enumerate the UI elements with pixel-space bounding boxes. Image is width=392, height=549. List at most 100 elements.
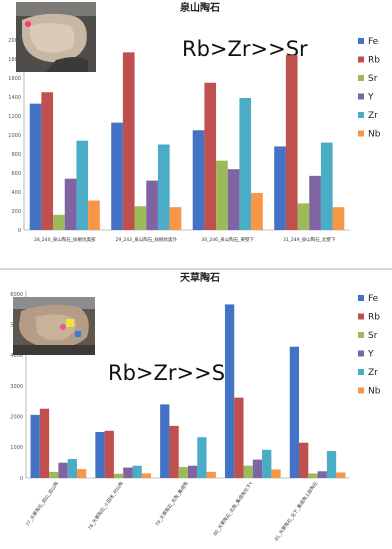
legend-swatch-fe xyxy=(358,38,364,44)
legend-label-rb: Rb xyxy=(368,56,380,66)
bar-rb-1 xyxy=(39,408,50,478)
bar-y-3 xyxy=(188,465,198,478)
bar-fe-3 xyxy=(192,130,205,230)
rock-sample-photo-bottom xyxy=(13,297,95,355)
bar-sr-4 xyxy=(243,465,253,478)
bar-y-3 xyxy=(227,169,240,230)
bar-zr-3 xyxy=(197,437,207,478)
bar-y-5 xyxy=(317,471,327,478)
legend-label-sr: Sr xyxy=(368,74,378,84)
y-tick-label: 6000 xyxy=(10,292,23,298)
bar-fe-5 xyxy=(289,346,300,478)
legend-label-nb: Nb xyxy=(368,387,381,397)
bar-rb-2 xyxy=(104,430,114,478)
bar-sr-4 xyxy=(297,203,310,230)
bar-zr-5 xyxy=(326,451,337,478)
bar-fe-1 xyxy=(30,414,40,478)
legend-swatch-nb xyxy=(358,130,364,137)
legend-swatch-y xyxy=(358,93,364,100)
x-category-label: 78_天草陶石_小田床_村山陶 xyxy=(86,480,125,532)
bar-nb-2 xyxy=(169,207,182,230)
y-tick-label: 4000 xyxy=(10,353,23,359)
bar-fe-2 xyxy=(95,432,105,478)
y-tick-label: 800 xyxy=(11,152,21,158)
bar-fe-1 xyxy=(29,103,42,230)
legend-swatch-nb xyxy=(358,387,364,394)
bar-rb-3 xyxy=(204,82,217,230)
bar-zr-3 xyxy=(239,97,252,230)
bar-y-4 xyxy=(252,459,263,478)
y-tick-label: 1800 xyxy=(8,57,21,63)
y-tick-label: 0 xyxy=(20,476,23,482)
bar-zr-2 xyxy=(132,465,142,478)
legend-label-zr: Zr xyxy=(368,368,378,378)
bar-zr-1 xyxy=(67,458,77,478)
x-category-label: 31_249_泉山陶石_北壁下 xyxy=(283,236,336,243)
x-category-label: 79_天草陶石_北陶_集成陶 xyxy=(154,480,190,528)
x-category-label: 80_天草陶石_北陶_集成陶北下Y xyxy=(212,480,255,537)
legend-label-sr: Sr xyxy=(368,331,378,341)
bar-sr-1 xyxy=(53,214,65,230)
legend-swatch-rb xyxy=(358,313,364,320)
bar-sr-3 xyxy=(178,466,188,478)
y-tick-label: 1600 xyxy=(8,76,21,82)
legend-label-y: Y xyxy=(367,350,374,360)
chart-top: 泉山陶石 Rb>Zr>>Sr 0200400600800100012001400… xyxy=(8,1,381,243)
legend-swatch-sr xyxy=(358,75,364,81)
legend-label-rb: Rb xyxy=(368,313,380,323)
bar-nb-1 xyxy=(88,200,100,230)
panel-divider xyxy=(0,268,392,270)
chart-bottom-title: 天草陶石 xyxy=(180,271,220,284)
bar-nb-4 xyxy=(271,469,281,478)
x-category-label: 81_天草陶石_北下_集成陶上部陶石 xyxy=(273,480,320,543)
bar-rb-5 xyxy=(299,442,309,478)
legend-swatch-zr xyxy=(358,112,364,118)
bar-zr-2 xyxy=(157,144,170,230)
x-category-label: 29_243_泉山陶石_採掘坑奥外 xyxy=(115,236,177,243)
bar-rb-4 xyxy=(234,397,244,478)
bar-sr-2 xyxy=(113,473,124,478)
bar-zr-1 xyxy=(76,140,89,230)
bar-zr-4 xyxy=(262,449,272,478)
legend-label-zr: Zr xyxy=(368,111,378,121)
bar-sr-1 xyxy=(49,471,59,478)
bar-fe-4 xyxy=(224,304,235,478)
bar-rb-3 xyxy=(169,425,179,478)
chart-bottom: 天草陶石 Rb>Zr>>Sr 0100020003000400050006000… xyxy=(10,271,381,543)
y-tick-label: 600 xyxy=(11,171,21,177)
bar-sr-3 xyxy=(216,160,228,230)
bar-y-1 xyxy=(58,462,68,478)
y-tick-label: 1400 xyxy=(8,95,21,101)
bar-y-1 xyxy=(64,178,77,230)
bar-zr-4 xyxy=(320,142,333,230)
chart-top-title: 泉山陶石 xyxy=(179,1,220,14)
bar-sr-5 xyxy=(308,473,318,478)
x-category-label: 77_天草陶石_皿山_皿山陶 xyxy=(24,480,60,528)
bar-rb-1 xyxy=(41,92,54,230)
chart-bottom-panel: 天草陶石 Rb>Zr>>Sr 0100020003000400050006000… xyxy=(0,270,392,549)
rock-sample-photo-top xyxy=(16,2,96,72)
bar-nb-4 xyxy=(332,207,345,230)
y-tick-label: 1200 xyxy=(8,114,21,120)
y-tick-label: 3000 xyxy=(10,384,23,390)
bar-nb-2 xyxy=(141,473,152,478)
legend-label-fe: Fe xyxy=(368,37,379,47)
x-category-label: 30_246_泉山陶石_東壁下 xyxy=(201,236,254,243)
bar-nb-3 xyxy=(206,471,216,478)
legend-swatch-zr xyxy=(358,369,364,375)
y-tick-label: 0 xyxy=(18,228,21,234)
x-category-label: 28_240_泉山陶石_採掘坑奥部 xyxy=(34,236,96,243)
legend-label-y: Y xyxy=(367,93,374,103)
bar-fe-4 xyxy=(274,146,286,230)
bar-fe-2 xyxy=(111,122,123,230)
legend-swatch-sr xyxy=(358,332,364,338)
y-tick-label: 1000 xyxy=(8,133,21,139)
bar-y-2 xyxy=(123,467,133,478)
bar-nb-5 xyxy=(336,472,346,478)
legend-label-nb: Nb xyxy=(368,130,381,140)
legend-label-fe: Fe xyxy=(368,294,379,304)
y-tick-label: 400 xyxy=(11,190,21,196)
y-tick-label: 2000 xyxy=(10,414,23,420)
bar-sr-2 xyxy=(134,206,147,230)
bar-nb-1 xyxy=(76,469,87,478)
